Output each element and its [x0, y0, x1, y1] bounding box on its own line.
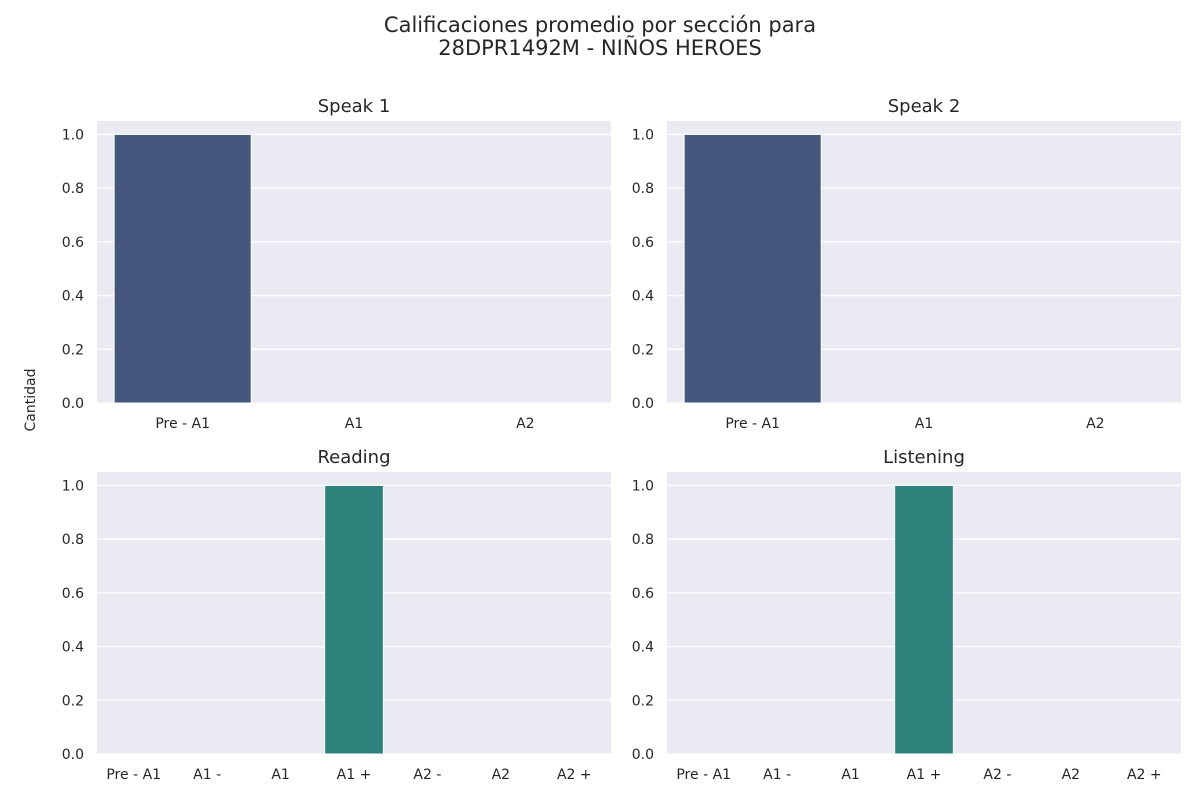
y-tick-label: 1.0	[632, 127, 654, 143]
bar-a1-	[894, 484, 954, 755]
subplot-4: 0.0 0.2 0.4 0.6 0.8 1.0 Pre - A1 A1 - A1 A1 + A2 -…	[632, 447, 1181, 783]
x-tick-label: A1	[271, 767, 289, 783]
x-tick-label: Pre - A1	[106, 767, 161, 783]
subplot-title: Speak 1	[318, 96, 391, 117]
x-tick-label: A1	[841, 767, 859, 783]
x-tick-label: Pre - A1	[676, 767, 731, 783]
bar-a1-	[324, 484, 384, 755]
x-tick-label: A2 +	[557, 767, 592, 783]
y-tick-label: 0.4	[62, 289, 84, 305]
y-tick-label: 0.0	[632, 396, 654, 412]
y-tick-label: 0.4	[632, 289, 654, 305]
y-tick-label: 0.4	[632, 640, 654, 656]
y-tick-label: 0.8	[62, 532, 84, 548]
x-tick-label: A1	[345, 416, 363, 432]
y-tick-label: 0.2	[62, 693, 84, 709]
y-tick-label: 0.6	[632, 235, 654, 251]
bar-pre-a1	[113, 133, 252, 404]
y-tick-label: 1.0	[632, 478, 654, 494]
subplot-title: Reading	[317, 447, 390, 468]
x-tick-label: A2	[1062, 767, 1080, 783]
y-tick-label: 0.0	[62, 747, 84, 763]
y-tick-label: 0.2	[632, 342, 654, 358]
y-tick-label: 0.0	[632, 747, 654, 763]
y-tick-label: 0.6	[62, 586, 84, 602]
subplot-2: 0.0 0.2 0.4 0.6 0.8 1.0 Pre - A1 A1 A2 Speak 2	[632, 96, 1181, 432]
x-tick-label: A1 -	[763, 767, 791, 783]
subplot-title: Listening	[883, 447, 965, 468]
x-tick-label: A1 -	[193, 767, 221, 783]
y-tick-label: 1.0	[62, 127, 84, 143]
y-tick-label: 0.6	[62, 235, 84, 251]
x-tick-label: A2	[516, 416, 534, 432]
x-tick-label: A2	[492, 767, 510, 783]
x-tick-label: A2 +	[1127, 767, 1162, 783]
subplot-title: Speak 2	[888, 96, 961, 117]
y-tick-label: 0.4	[62, 640, 84, 656]
y-tick-label: 0.2	[632, 693, 654, 709]
subplot-3: 0.0 0.2 0.4 0.6 0.8 1.0 Pre - A1 A1 - A1 A1 + A2 -…	[62, 447, 611, 783]
figure-title: Calificaciones promedio por sección para…	[0, 14, 1200, 60]
x-tick-label: A1 +	[907, 767, 942, 783]
y-tick-label: 0.2	[62, 342, 84, 358]
x-tick-label: A2 -	[413, 767, 441, 783]
x-tick-label: A2 -	[983, 767, 1011, 783]
y-tick-label: 0.0	[62, 396, 84, 412]
x-tick-label: A1 +	[337, 767, 372, 783]
x-tick-label: A2	[1086, 416, 1104, 432]
y-tick-label: 1.0	[62, 478, 84, 494]
x-tick-label: Pre - A1	[725, 416, 780, 432]
subplot-1: 0.0 0.2 0.4 0.6 0.8 1.0 Pre - A1 A1 A2 Speak 1	[62, 96, 611, 432]
y-tick-label: 0.8	[62, 181, 84, 197]
bar-pre-a1	[683, 133, 822, 404]
y-tick-label: 0.8	[632, 532, 654, 548]
x-tick-label: Pre - A1	[155, 416, 210, 432]
figure-title-line2: 28DPR1492M - NIÑOS HEROES	[438, 36, 762, 60]
figure-title-line1: Calificaciones promedio por sección para	[383, 13, 817, 37]
y-tick-label: 0.8	[632, 181, 654, 197]
x-tick-label: A1	[915, 416, 933, 432]
y-tick-label: 0.6	[632, 586, 654, 602]
